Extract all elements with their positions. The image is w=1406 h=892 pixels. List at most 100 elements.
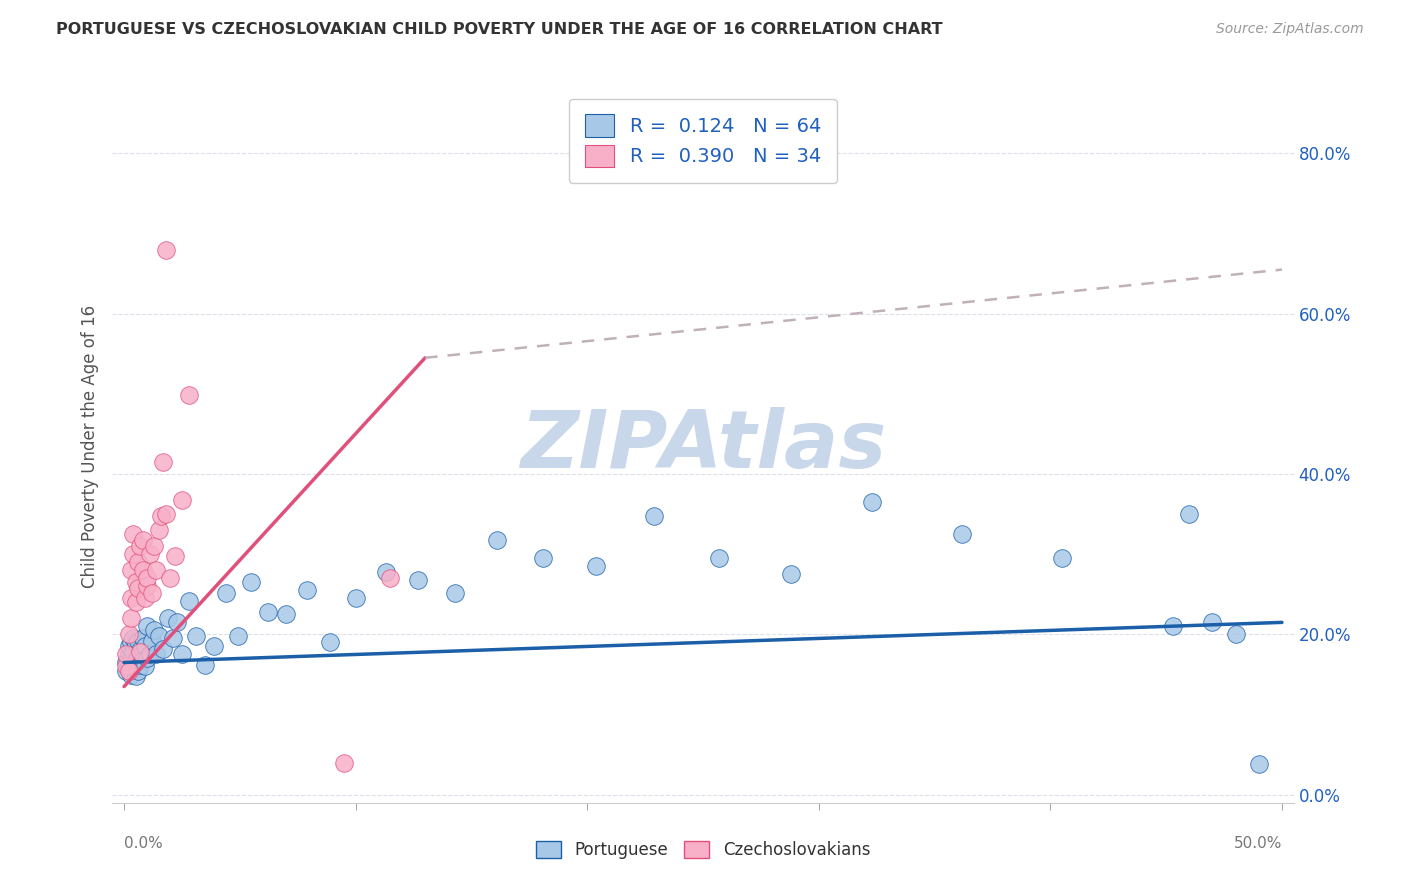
Text: 0.0%: 0.0% (124, 837, 163, 852)
Point (148, 629, 170, 643)
Point (170, 648, 193, 662)
Point (152, 455, 174, 469)
Point (148, 523, 170, 537)
Point (120, 563, 142, 577)
Point (124, 575, 146, 590)
Point (124, 653, 146, 667)
Point (120, 611, 142, 625)
Text: Source: ZipAtlas.com: Source: ZipAtlas.com (1216, 22, 1364, 37)
Point (155, 507, 177, 521)
Point (1050, 551, 1073, 566)
Point (127, 649, 149, 664)
Point (150, 508, 173, 523)
Point (131, 653, 153, 667)
Point (143, 539, 166, 553)
Point (276, 607, 298, 622)
Point (122, 661, 145, 675)
Point (177, 388, 200, 402)
Point (163, 549, 186, 563)
Point (159, 571, 181, 585)
Point (152, 641, 174, 656)
Point (319, 635, 342, 649)
Point (141, 633, 163, 648)
Point (380, 571, 402, 585)
Point (120, 667, 142, 681)
Point (1178, 507, 1201, 521)
Text: PORTUGUESE VS CZECHOSLOVAKIAN CHILD POVERTY UNDER THE AGE OF 16 CORRELATION CHAR: PORTUGUESE VS CZECHOSLOVAKIAN CHILD POVE… (56, 22, 943, 37)
Point (585, 559, 607, 574)
Point (256, 605, 278, 619)
Point (124, 669, 146, 683)
Point (115, 659, 138, 673)
Point (177, 593, 200, 607)
Point (127, 664, 149, 678)
Point (131, 632, 153, 646)
Point (118, 627, 141, 641)
Point (120, 591, 142, 606)
Point (295, 583, 318, 598)
Point (333, 756, 356, 770)
Point (122, 547, 145, 561)
Point (115, 656, 138, 670)
Point (1161, 619, 1184, 633)
Y-axis label: Child Poverty Under the Age of 16: Child Poverty Under the Age of 16 (82, 304, 100, 588)
Point (138, 648, 160, 662)
Point (118, 648, 141, 662)
Point (170, 492, 193, 507)
Point (138, 547, 160, 561)
Point (1201, 615, 1223, 630)
Point (344, 591, 367, 606)
Point (131, 533, 153, 547)
Text: 50.0%: 50.0% (1233, 837, 1282, 852)
Point (122, 645, 145, 659)
Point (136, 619, 159, 633)
Point (134, 591, 156, 606)
Point (115, 664, 138, 678)
Point (531, 551, 554, 566)
Point (240, 575, 263, 590)
Point (118, 659, 141, 673)
Point (131, 563, 153, 577)
Point (860, 495, 883, 509)
Point (134, 659, 156, 673)
Point (444, 585, 467, 599)
Text: ZIPAtlas: ZIPAtlas (520, 407, 886, 485)
Point (118, 640, 141, 654)
Point (406, 573, 429, 587)
Point (127, 555, 149, 569)
Point (162, 632, 184, 646)
Point (134, 640, 156, 654)
Point (118, 664, 141, 678)
Point (226, 629, 249, 643)
Point (145, 563, 167, 577)
Point (157, 611, 180, 625)
Point (115, 648, 138, 662)
Point (145, 648, 167, 662)
Point (184, 629, 207, 643)
Point (780, 567, 803, 582)
Point (127, 633, 149, 648)
Point (141, 585, 163, 599)
Legend: Portuguese, Czechoslovakians: Portuguese, Czechoslovakians (529, 834, 877, 866)
Point (129, 539, 152, 553)
Point (155, 243, 177, 257)
Point (709, 551, 731, 566)
Point (129, 657, 152, 672)
Point (129, 643, 152, 657)
Point (485, 533, 508, 547)
Point (136, 579, 159, 593)
Point (166, 615, 188, 630)
Point (124, 637, 146, 651)
Point (143, 624, 166, 638)
Point (120, 651, 142, 665)
Point (202, 640, 225, 654)
Point (194, 657, 217, 672)
Point (643, 508, 665, 523)
Point (122, 527, 145, 541)
Point (124, 595, 146, 609)
Point (122, 632, 145, 646)
Point (120, 635, 142, 649)
Point (374, 565, 396, 579)
Point (136, 571, 159, 585)
Point (127, 581, 149, 595)
